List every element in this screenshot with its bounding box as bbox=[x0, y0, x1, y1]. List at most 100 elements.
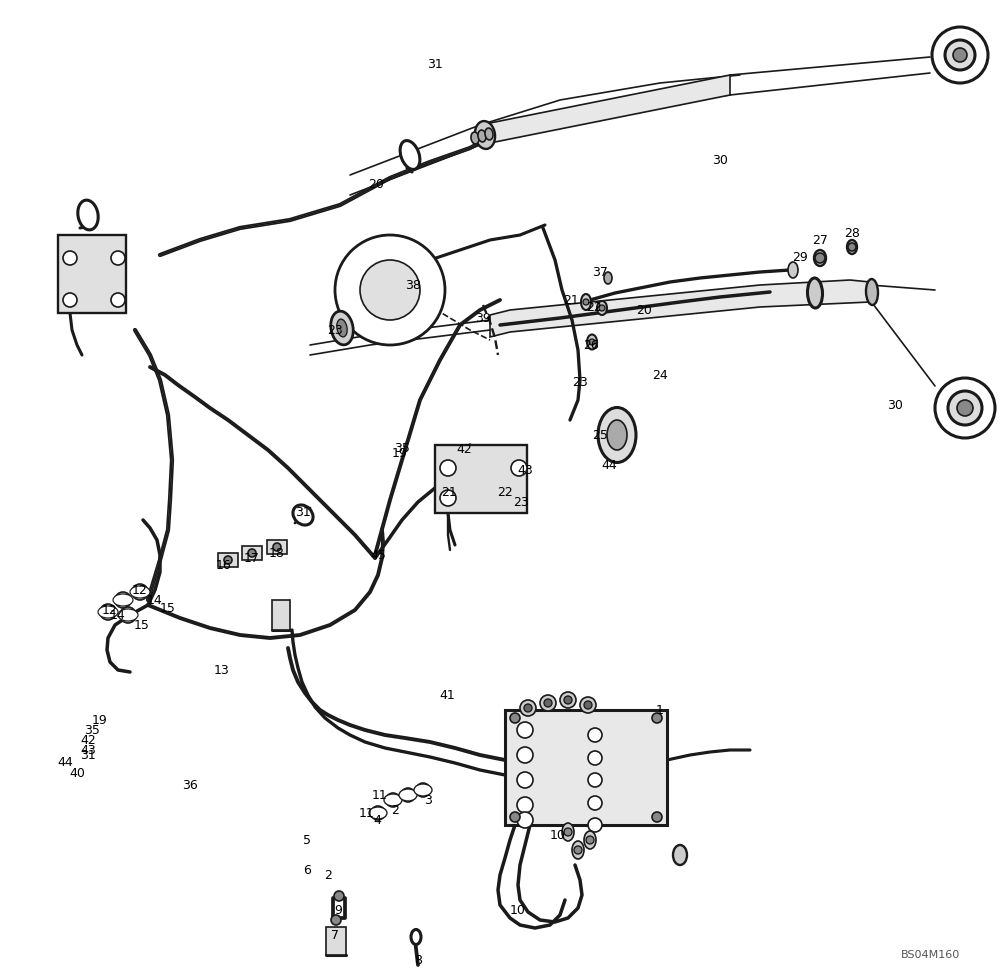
Ellipse shape bbox=[475, 122, 495, 149]
Ellipse shape bbox=[866, 279, 878, 305]
Text: 27: 27 bbox=[812, 233, 828, 247]
Circle shape bbox=[957, 400, 973, 416]
Text: BS04M160: BS04M160 bbox=[901, 950, 960, 960]
Circle shape bbox=[588, 796, 602, 810]
Ellipse shape bbox=[399, 789, 417, 801]
Ellipse shape bbox=[485, 128, 493, 140]
Circle shape bbox=[386, 793, 400, 807]
Text: 38: 38 bbox=[405, 278, 421, 291]
Circle shape bbox=[63, 251, 77, 265]
Bar bbox=[505, 710, 667, 825]
Text: 19: 19 bbox=[92, 713, 108, 726]
Text: 40: 40 bbox=[69, 766, 85, 779]
Ellipse shape bbox=[478, 130, 486, 142]
Ellipse shape bbox=[562, 823, 574, 841]
Text: 12: 12 bbox=[132, 583, 148, 597]
Ellipse shape bbox=[807, 278, 823, 308]
Text: 26: 26 bbox=[583, 338, 599, 352]
Text: 10: 10 bbox=[550, 828, 566, 842]
Bar bbox=[326, 927, 346, 955]
Text: 23: 23 bbox=[327, 323, 343, 336]
Circle shape bbox=[935, 378, 995, 438]
Text: 35: 35 bbox=[394, 442, 410, 455]
Circle shape bbox=[510, 713, 520, 723]
Circle shape bbox=[401, 788, 415, 802]
Circle shape bbox=[111, 251, 125, 265]
Ellipse shape bbox=[411, 929, 421, 945]
Circle shape bbox=[360, 260, 420, 320]
Circle shape bbox=[932, 27, 988, 83]
Text: 25: 25 bbox=[592, 428, 608, 442]
Ellipse shape bbox=[337, 319, 347, 337]
Text: 24: 24 bbox=[652, 368, 668, 381]
Text: 37: 37 bbox=[592, 266, 608, 278]
Circle shape bbox=[588, 728, 602, 742]
Text: 2: 2 bbox=[324, 868, 332, 881]
Text: 11: 11 bbox=[372, 789, 388, 802]
Text: 22: 22 bbox=[497, 485, 513, 499]
Text: 23: 23 bbox=[572, 375, 588, 388]
Ellipse shape bbox=[400, 140, 420, 170]
Text: 44: 44 bbox=[57, 756, 73, 768]
Circle shape bbox=[100, 604, 116, 620]
Text: 29: 29 bbox=[792, 251, 808, 264]
Text: 20: 20 bbox=[636, 304, 652, 317]
Ellipse shape bbox=[814, 250, 826, 266]
Text: 14: 14 bbox=[147, 594, 163, 607]
Circle shape bbox=[848, 243, 856, 251]
Text: 12: 12 bbox=[102, 604, 118, 616]
Text: 31: 31 bbox=[295, 506, 311, 518]
Bar bbox=[242, 546, 262, 560]
Circle shape bbox=[524, 704, 532, 712]
Circle shape bbox=[560, 692, 576, 708]
Circle shape bbox=[520, 700, 536, 716]
Circle shape bbox=[517, 772, 533, 788]
Bar bbox=[435, 445, 527, 513]
Circle shape bbox=[331, 915, 341, 925]
Ellipse shape bbox=[598, 408, 636, 463]
Ellipse shape bbox=[130, 586, 150, 598]
Text: 2: 2 bbox=[391, 804, 399, 816]
Circle shape bbox=[544, 699, 552, 707]
Ellipse shape bbox=[587, 334, 597, 350]
Circle shape bbox=[440, 490, 456, 506]
Text: 20: 20 bbox=[368, 178, 384, 191]
Text: 4: 4 bbox=[373, 813, 381, 826]
Ellipse shape bbox=[293, 505, 313, 525]
Ellipse shape bbox=[118, 609, 138, 621]
Ellipse shape bbox=[78, 200, 98, 230]
Text: 18: 18 bbox=[269, 547, 285, 560]
Text: 3: 3 bbox=[424, 794, 432, 807]
Text: 10: 10 bbox=[510, 904, 526, 916]
Text: 43: 43 bbox=[517, 464, 533, 476]
Bar bbox=[58, 235, 126, 313]
Text: 15: 15 bbox=[134, 618, 150, 631]
Text: 45: 45 bbox=[370, 549, 386, 562]
Text: 11: 11 bbox=[359, 807, 375, 819]
Text: 35: 35 bbox=[84, 723, 100, 737]
Ellipse shape bbox=[414, 784, 432, 796]
Circle shape bbox=[588, 751, 602, 765]
Circle shape bbox=[580, 697, 596, 713]
Text: 9: 9 bbox=[334, 904, 342, 916]
Text: 41: 41 bbox=[439, 689, 455, 702]
Ellipse shape bbox=[673, 845, 687, 865]
Circle shape bbox=[588, 773, 602, 787]
Ellipse shape bbox=[584, 831, 596, 849]
Circle shape bbox=[540, 695, 556, 711]
Bar bbox=[267, 540, 287, 554]
Circle shape bbox=[416, 783, 430, 797]
Circle shape bbox=[120, 607, 136, 623]
Text: 43: 43 bbox=[80, 744, 96, 757]
Circle shape bbox=[371, 806, 385, 820]
Bar bbox=[218, 553, 238, 567]
Circle shape bbox=[815, 253, 825, 263]
Text: 6: 6 bbox=[303, 863, 311, 876]
Text: 44: 44 bbox=[601, 459, 617, 471]
Text: 31: 31 bbox=[427, 59, 443, 72]
Circle shape bbox=[335, 235, 445, 345]
Ellipse shape bbox=[98, 606, 118, 618]
Circle shape bbox=[517, 722, 533, 738]
Circle shape bbox=[583, 299, 589, 305]
Circle shape bbox=[115, 592, 131, 608]
